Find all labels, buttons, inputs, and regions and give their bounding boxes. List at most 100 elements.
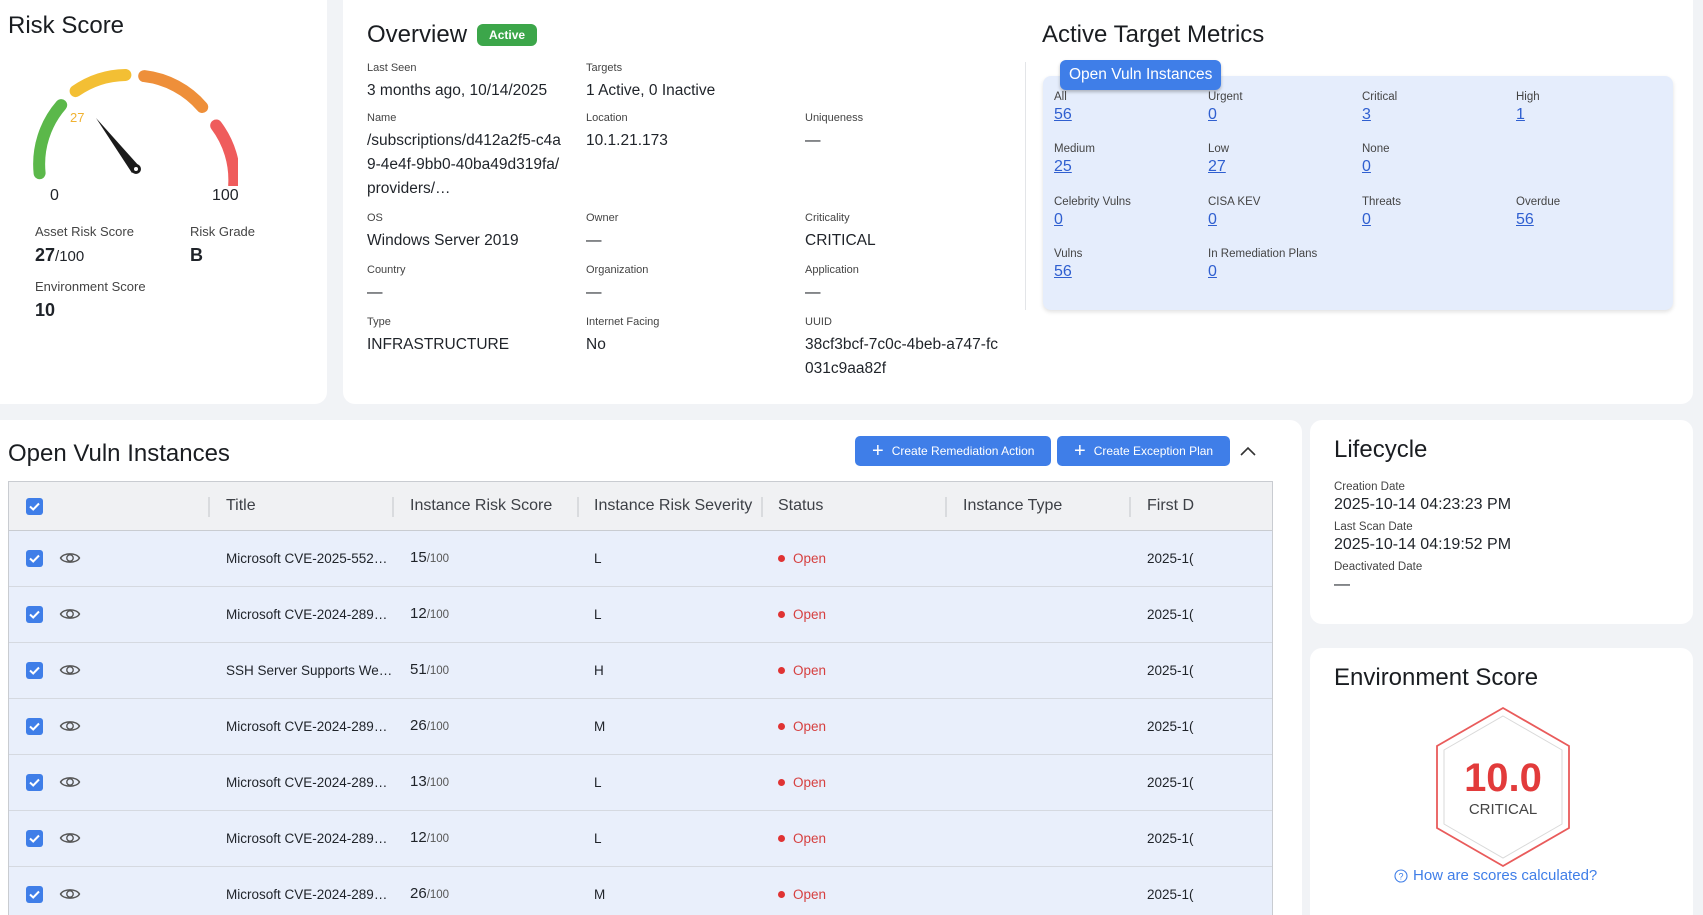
field-country: Country —	[367, 264, 567, 305]
row-title[interactable]: Microsoft CVE-2024-289…	[226, 775, 388, 790]
metric-high: High 1	[1516, 91, 1540, 124]
gauge-value-label: 27	[70, 110, 84, 125]
table-row[interactable]: Microsoft CVE-2024-289… 13/100 L Open 20…	[9, 755, 1272, 811]
table-row[interactable]: Microsoft CVE-2024-289… 26/100 M Open 20…	[9, 867, 1272, 915]
row-status: Open	[778, 831, 826, 846]
field-internet-facing: Internet Facing No	[586, 316, 786, 357]
metric-cisa-kev: CISA KEV 0	[1208, 196, 1260, 229]
table-row[interactable]: Microsoft CVE-2025-552… 15/100 L Open 20…	[9, 531, 1272, 587]
field-label: Country	[367, 264, 406, 276]
create-exception-plan-button[interactable]: + Create Exception Plan	[1057, 436, 1231, 466]
metric-link[interactable]: 56	[1054, 263, 1072, 280]
row-score: 26/100	[410, 885, 449, 902]
eye-icon[interactable]	[59, 883, 81, 905]
column-header-instance-risk-score[interactable]: Instance Risk Score	[410, 497, 553, 514]
row-title[interactable]: Microsoft CVE-2024-289…	[226, 887, 388, 902]
field-value: —	[805, 132, 821, 149]
metric-link[interactable]: 0	[1208, 211, 1217, 228]
metric-link[interactable]: 0	[1054, 211, 1063, 228]
row-title[interactable]: Microsoft CVE-2024-289…	[226, 831, 388, 846]
row-severity: L	[594, 607, 602, 622]
eye-icon[interactable]	[59, 547, 81, 569]
row-checkbox[interactable]	[26, 606, 43, 623]
risk-grade: Risk Grade B	[190, 224, 255, 266]
row-checkbox[interactable]	[26, 718, 43, 735]
select-all-checkbox[interactable]	[26, 498, 43, 515]
row-severity: H	[594, 663, 604, 678]
chevron-up-icon[interactable]	[1238, 442, 1258, 462]
row-checkbox[interactable]	[26, 662, 43, 679]
field-value: —	[586, 284, 602, 301]
column-separator[interactable]	[392, 497, 394, 517]
column-header-status[interactable]: Status	[778, 497, 824, 514]
row-checkbox[interactable]	[26, 830, 43, 847]
metric-low: Low 27	[1208, 143, 1229, 176]
open-vuln-instances-card: Open Vuln Instances + Create Remediation…	[0, 420, 1302, 915]
column-separator[interactable]	[208, 497, 210, 517]
table-row[interactable]: SSH Server Supports We… 51/100 H Open 20…	[9, 643, 1272, 699]
how-scores-calculated-link[interactable]: ? How are scores calculated?	[1394, 867, 1597, 884]
field-location: Location 10.1.21.173	[586, 112, 786, 153]
row-title[interactable]: Microsoft CVE-2024-289…	[226, 607, 388, 622]
column-separator[interactable]	[1129, 497, 1131, 517]
deactivated-date-label: Deactivated Date	[1334, 561, 1423, 573]
column-header-instance-type[interactable]: Instance Type	[963, 497, 1063, 514]
column-separator[interactable]	[945, 497, 947, 517]
row-title[interactable]: Microsoft CVE-2025-552…	[226, 551, 388, 566]
metric-link[interactable]: 27	[1208, 158, 1226, 175]
tab-open-vuln-instances[interactable]: Open Vuln Instances	[1060, 60, 1222, 90]
create-remediation-action-button[interactable]: + Create Remediation Action	[855, 436, 1052, 466]
environment-score-card: Environment Score 10.0 CRITICAL ? How ar…	[1310, 648, 1693, 915]
field-label: OS	[367, 212, 383, 224]
metric-label: CISA KEV	[1208, 196, 1261, 208]
metric-label: Vulns	[1054, 248, 1083, 260]
help-link-label: How are scores calculated?	[1413, 867, 1598, 884]
row-score-value: 51	[410, 661, 427, 678]
metric-link[interactable]: 3	[1362, 106, 1371, 123]
metric-threats: Threats 0	[1362, 196, 1401, 229]
row-first-detected: 2025-1(	[1147, 775, 1194, 790]
column-header-instance-risk-severity[interactable]: Instance Risk Severity	[594, 497, 753, 514]
field-label: Type	[367, 316, 391, 328]
row-checkbox[interactable]	[26, 774, 43, 791]
metric-link[interactable]: 1	[1516, 106, 1525, 123]
status-dot-icon	[778, 667, 785, 674]
row-checkbox[interactable]	[26, 886, 43, 903]
metric-link[interactable]: 0	[1362, 158, 1371, 175]
table-row[interactable]: Microsoft CVE-2024-289… 12/100 L Open 20…	[9, 587, 1272, 643]
field-type: Type INFRASTRUCTURE	[367, 316, 567, 357]
column-header-first-detected[interactable]: First D	[1147, 497, 1195, 514]
deactivated-date-value: —	[1334, 576, 1350, 593]
row-score-suffix: /100	[426, 665, 450, 677]
metric-label: All	[1054, 91, 1067, 103]
status-dot-icon	[778, 891, 785, 898]
eye-icon[interactable]	[59, 771, 81, 793]
field-uuid: UUID 38cf3bcf-7c0c-4beb-a747-fc031c9aa82…	[805, 316, 1005, 381]
eye-icon[interactable]	[59, 603, 81, 625]
plus-icon: +	[872, 440, 884, 462]
metric-urgent: Urgent 0	[1208, 91, 1243, 124]
metric-link[interactable]: 0	[1362, 211, 1371, 228]
metric-link[interactable]: 0	[1208, 106, 1217, 123]
column-header-title[interactable]: Title	[226, 497, 256, 514]
column-separator[interactable]	[577, 497, 579, 517]
row-status-label: Open	[793, 775, 827, 790]
row-title[interactable]: SSH Server Supports We…	[226, 663, 393, 678]
field-application: Application —	[805, 264, 1005, 305]
table-row[interactable]: Microsoft CVE-2024-289… 26/100 M Open 20…	[9, 699, 1272, 755]
metric-link[interactable]: 56	[1054, 106, 1072, 123]
column-separator[interactable]	[761, 497, 763, 517]
metric-label: In Remediation Plans	[1208, 248, 1318, 260]
eye-icon[interactable]	[59, 659, 81, 681]
hexagon-score-badge	[1436, 706, 1570, 868]
metric-link[interactable]: 25	[1054, 158, 1072, 175]
row-score: 12/100	[410, 605, 449, 622]
field-label: Application	[805, 264, 859, 276]
row-title[interactable]: Microsoft CVE-2024-289…	[226, 719, 388, 734]
eye-icon[interactable]	[59, 715, 81, 737]
table-row[interactable]: Microsoft CVE-2024-289… 12/100 L Open 20…	[9, 811, 1272, 867]
eye-icon[interactable]	[59, 827, 81, 849]
metric-link[interactable]: 0	[1208, 263, 1217, 280]
metric-link[interactable]: 56	[1516, 211, 1534, 228]
row-checkbox[interactable]	[26, 550, 43, 567]
